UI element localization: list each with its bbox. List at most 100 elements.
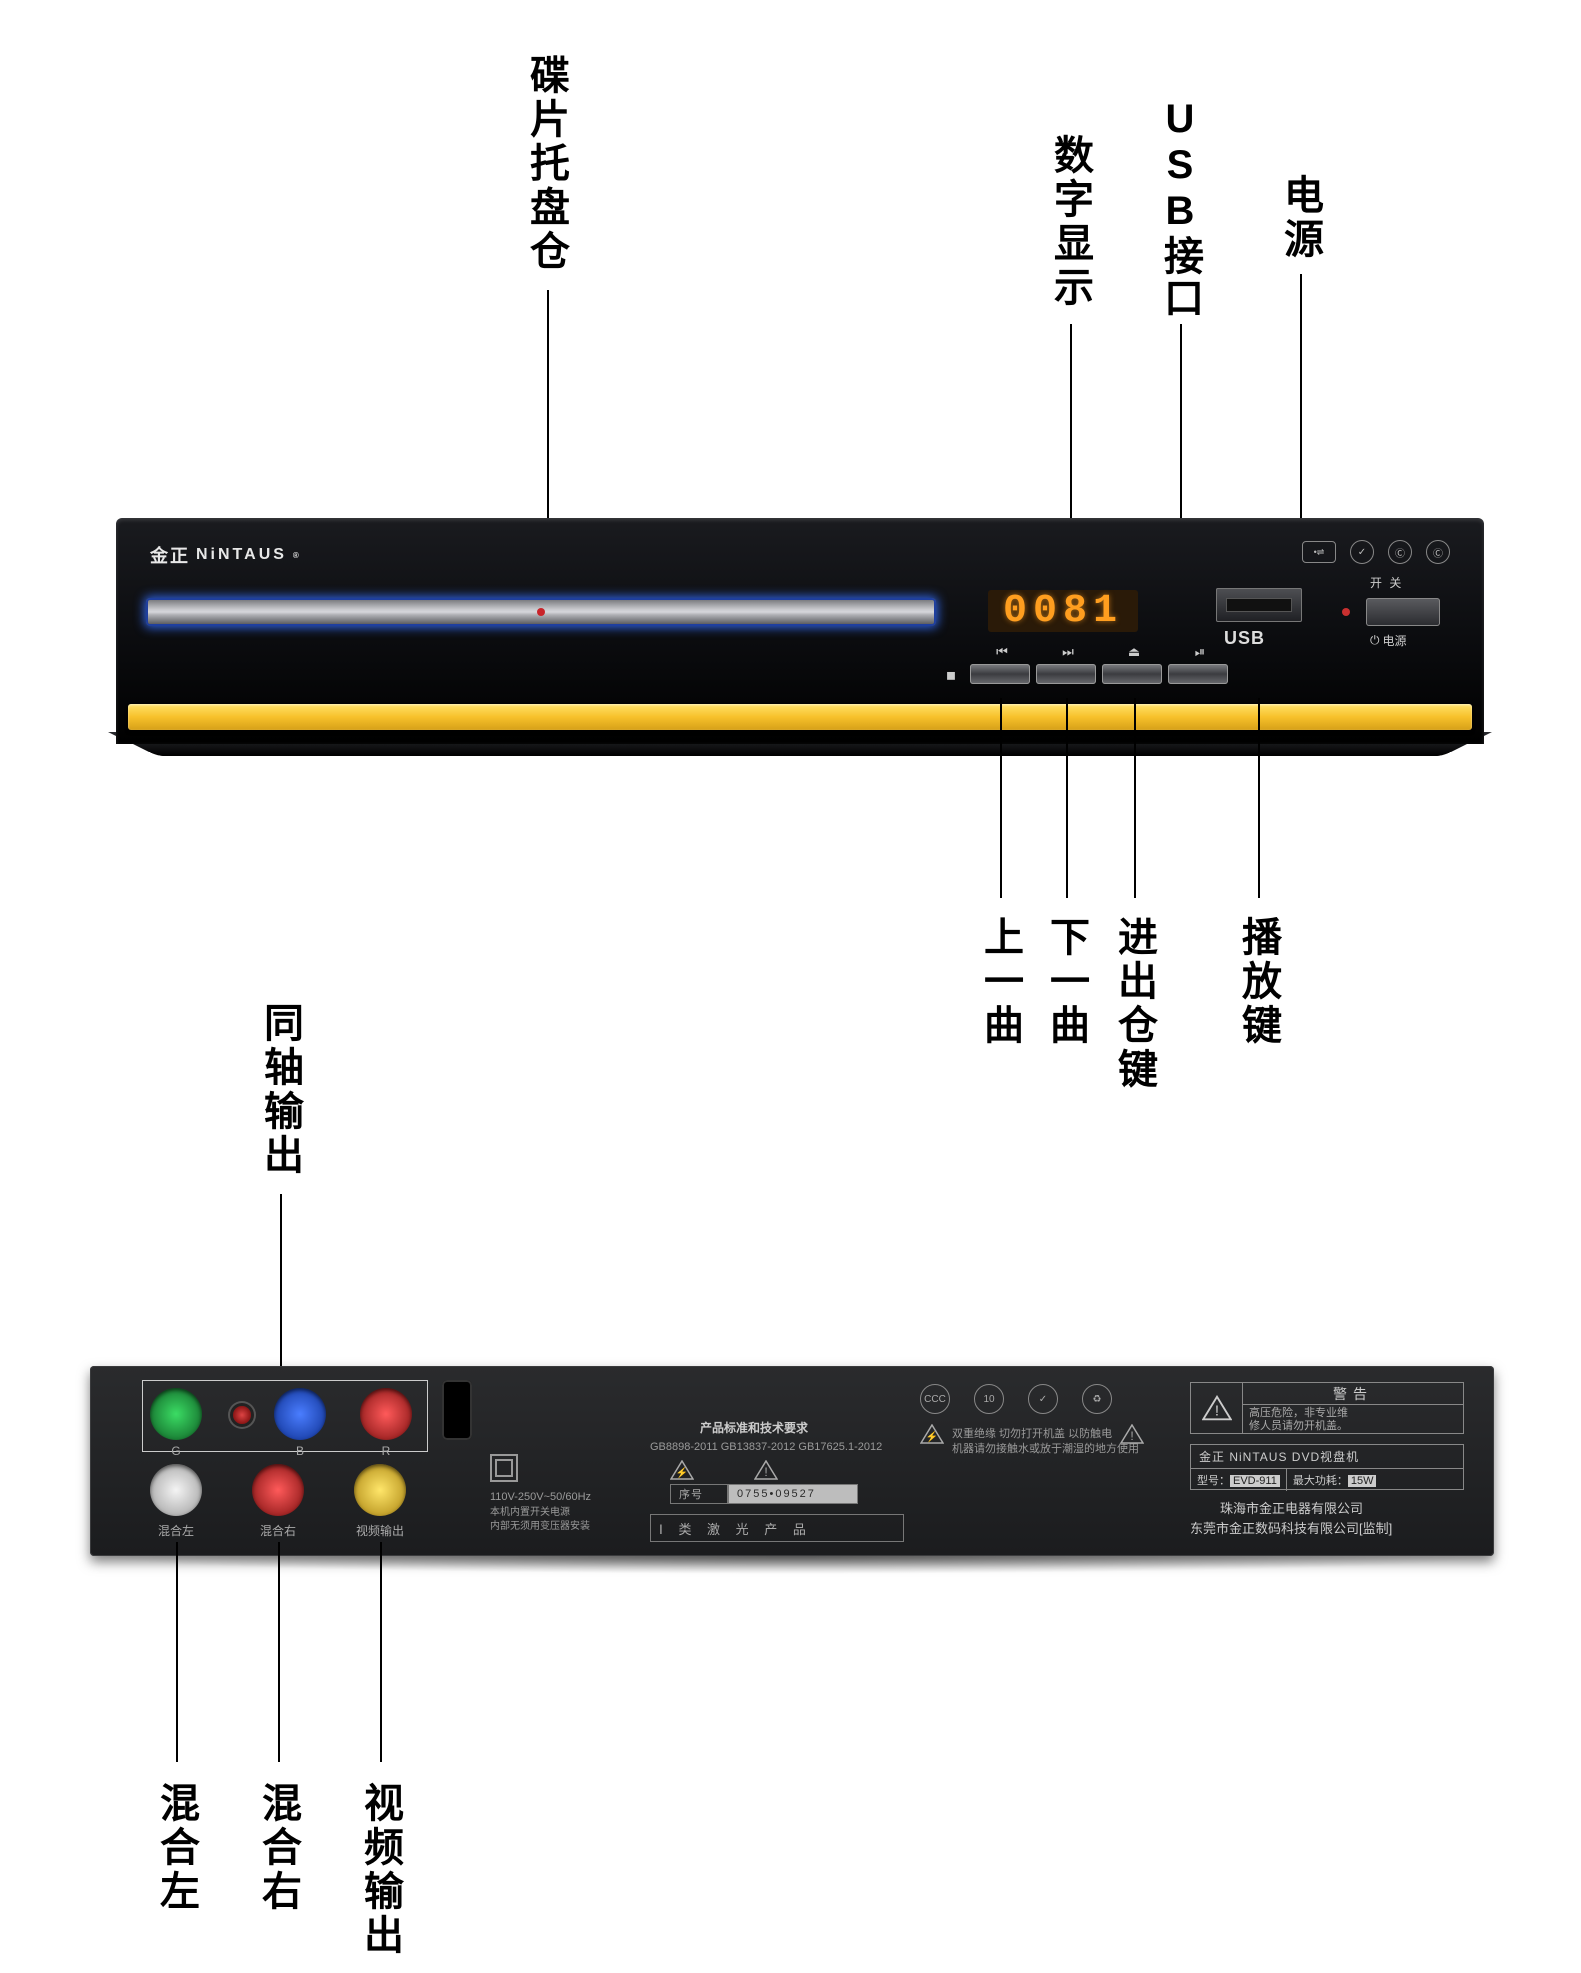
comp-letter: B — [296, 1444, 304, 1458]
lead-line — [1000, 698, 1002, 898]
warning-triangle-icon: ⚡ — [920, 1424, 944, 1444]
button-symbol-row: ⏮ ⏭ ⏏ ⏯ — [972, 644, 1230, 660]
company-line1: 珠海市金正电器有限公司 — [1220, 1500, 1363, 1518]
dvd-front-panel: 金正 NiNTAUS ® •⇌ ✓ Ⓒ Ⓒ 0081 USB 开 关 ⏻ 电源 … — [116, 518, 1484, 744]
warning-line1: 高压危险，非专业维 — [1249, 1407, 1348, 1420]
ce-badge-icon: ✓ — [1028, 1384, 1058, 1414]
voltage-text: 110V-250V~50/60Hz — [490, 1490, 591, 1505]
cert-badges: •⇌ ✓ Ⓒ Ⓒ — [1302, 540, 1450, 564]
power-icon: ⏻ — [1370, 633, 1380, 648]
disc-tray[interactable] — [146, 598, 936, 626]
lead-line — [1134, 698, 1136, 898]
label-next-track: 下一曲 — [1046, 916, 1086, 1048]
usb-label: USB — [1224, 628, 1265, 649]
laser-class-box: Ⅰ 类 激 光 产 品 — [650, 1514, 904, 1542]
warning-line2: 修人员请勿开机盖。 — [1249, 1420, 1348, 1433]
comp-letter: G — [171, 1444, 180, 1458]
brand-en: NiNTAUS — [196, 546, 287, 564]
warning-title: 警告 — [1243, 1383, 1463, 1405]
rca-video-out[interactable] — [354, 1464, 406, 1516]
model-value: EVD-911 — [1230, 1475, 1280, 1487]
warning-triangle-icon: ⚡ — [670, 1460, 694, 1480]
label-coaxial-out: 同轴输出 — [260, 1002, 300, 1178]
power-text: 电源 — [1383, 632, 1407, 649]
rohs-badge-icon: 10 — [974, 1384, 1004, 1414]
warning-box: ! 警告 高压危险，非专业维 修人员请勿开机盖。 — [1190, 1382, 1464, 1434]
model-label: 型号： — [1197, 1475, 1230, 1487]
next-icon: ⏭ — [1038, 644, 1098, 660]
rca-component-b[interactable] — [274, 1388, 326, 1440]
rca-label: 视频输出 — [356, 1522, 404, 1539]
coaxial-output[interactable] — [233, 1406, 251, 1424]
warn-row: ⚡ ! — [670, 1460, 778, 1480]
eject-icon: ⏏ — [1104, 644, 1164, 660]
svg-text:!: ! — [764, 1465, 767, 1479]
warning-triangle-icon: ! — [754, 1460, 778, 1480]
warn-inner-line1: 双重绝缘 切勿打开机盖 以防触电 — [952, 1427, 1112, 1442]
next-button[interactable] — [1036, 664, 1096, 684]
power-button[interactable] — [1366, 598, 1440, 626]
rear-cert-badges: CCC 10 ✓ ♻ — [920, 1384, 1112, 1414]
label-play-key: 播放键 — [1238, 916, 1278, 1048]
product-std: GB8898-2011 GB13837-2012 GB17625.1-2012 — [650, 1440, 882, 1455]
lead-line — [380, 1542, 382, 1762]
power-value: 15W — [1348, 1475, 1377, 1487]
serial-value-box: 0755•09527 — [728, 1484, 858, 1504]
product-header: 产品标准和技术要求 — [700, 1420, 808, 1436]
rca-component-g[interactable] — [150, 1388, 202, 1440]
svg-text:!: ! — [1214, 1403, 1218, 1420]
rca-label: 混合左 — [158, 1522, 194, 1539]
label-mix-left: 混合左 — [156, 1782, 196, 1914]
rca-label: 混合右 — [260, 1522, 296, 1539]
play-button[interactable] — [1168, 664, 1228, 684]
lead-line — [278, 1542, 280, 1762]
label-usb-port: USB接口 — [1160, 97, 1200, 319]
rear-shadow — [90, 1556, 1494, 1574]
brand-cn: 金正 — [150, 542, 190, 568]
front-body: 金正 NiNTAUS ® •⇌ ✓ Ⓒ Ⓒ 0081 USB 开 关 ⏻ 电源 … — [116, 518, 1484, 744]
ccc-badge-icon: CCC — [920, 1384, 950, 1414]
serial-label-box: 序号 — [670, 1484, 728, 1504]
power-cord-hole — [442, 1380, 472, 1440]
label-mix-right: 混合右 — [258, 1782, 298, 1914]
label-eject-key: 进出仓键 — [1114, 916, 1154, 1092]
svg-text:⚡: ⚡ — [676, 1466, 688, 1479]
power-led-icon — [1342, 608, 1350, 616]
model-box: 金正 NiNTAUS DVD视盘机 型号：EVD-911 最大功耗：15W — [1190, 1444, 1464, 1490]
voltage-note: 本机内置开关电源 内部无须用变压器安装 — [490, 1506, 590, 1533]
label-power: 电源 — [1280, 174, 1320, 262]
rca-component-r[interactable] — [360, 1388, 412, 1440]
warning-triangle-icon: ! — [1120, 1424, 1144, 1444]
double-insulation-icon — [490, 1454, 518, 1482]
power-button-label: ⏻ 电源 — [1370, 632, 1407, 649]
prev-icon: ⏮ — [972, 644, 1032, 660]
dvd-rear-panel: G B R 混合左 混合右 视频输出 110V-250V~50/60Hz 本机内… — [90, 1366, 1494, 1556]
eject-button[interactable] — [1102, 664, 1162, 684]
lead-line — [176, 1542, 178, 1762]
brand-line: 金正 NiNTAUS DVD视盘机 — [1191, 1445, 1463, 1469]
stop-icon: ◼ — [946, 668, 956, 682]
usb-port[interactable] — [1216, 588, 1302, 622]
recycle-badge-icon: ♻ — [1082, 1384, 1112, 1414]
usb-badge-icon: •⇌ — [1302, 541, 1336, 563]
label-digital-display: 数字显示 — [1050, 134, 1090, 310]
lead-line — [1258, 698, 1260, 898]
prev-button[interactable] — [970, 664, 1030, 684]
lead-line — [280, 1194, 282, 1390]
cert-badge-icon: Ⓒ — [1388, 540, 1412, 564]
play-pause-icon: ⏯ — [1170, 644, 1230, 660]
accent-stripe — [128, 704, 1472, 730]
tray-indicator-icon — [537, 608, 545, 616]
transport-buttons — [970, 664, 1228, 684]
cert-badge-icon: Ⓒ — [1426, 540, 1450, 564]
svg-text:!: ! — [1130, 1429, 1133, 1443]
rca-mix-left[interactable] — [150, 1464, 202, 1516]
cert-badge-icon: ✓ — [1350, 540, 1374, 564]
open-close-label: 开 关 — [1370, 574, 1403, 591]
company-line2: 东莞市金正数码科技有限公司[监制] — [1190, 1520, 1392, 1538]
label-disc-tray: 碟片托盘仓 — [526, 54, 566, 274]
rca-mix-right[interactable] — [252, 1464, 304, 1516]
label-video-out: 视频输出 — [360, 1782, 400, 1958]
warn-inner-line2: 机器请勿接触水或放于潮湿的地方使用 — [952, 1442, 1139, 1457]
svg-text:⚡: ⚡ — [926, 1430, 938, 1443]
